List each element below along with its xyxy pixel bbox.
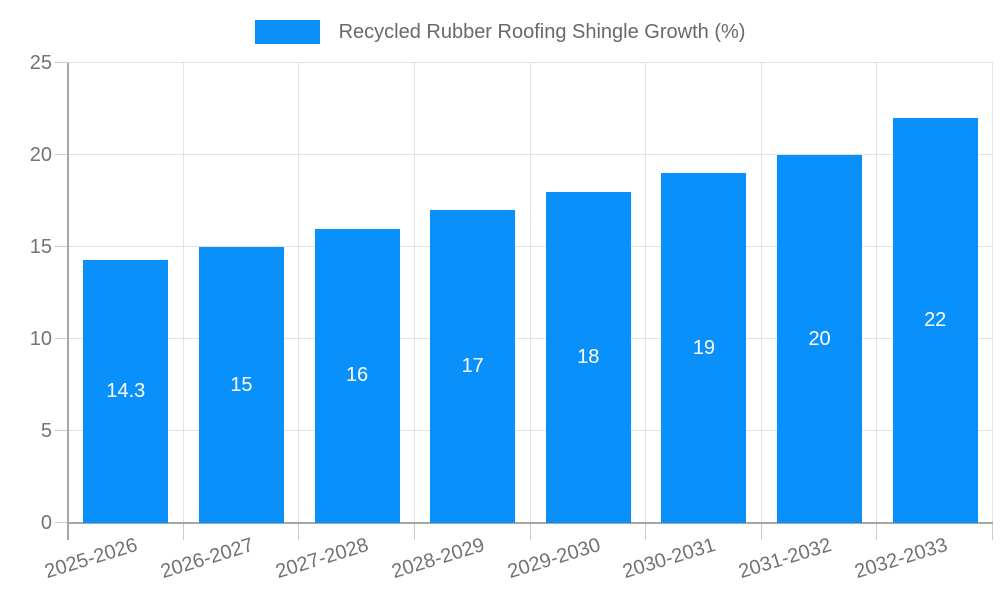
y-gridline xyxy=(68,62,993,63)
x-category-label: 2025-2026 xyxy=(42,534,141,584)
x-tick xyxy=(876,523,878,540)
bar-value-label: 17 xyxy=(461,355,484,378)
x-tick xyxy=(182,523,184,540)
legend-swatch xyxy=(254,20,320,44)
x-category-label: 2031-2032 xyxy=(736,534,834,584)
y-gridline xyxy=(68,338,993,339)
bar-value-label: 22 xyxy=(924,309,947,332)
x-category-label: 2026-2027 xyxy=(157,534,256,584)
y-tick-label: 10 xyxy=(29,328,52,350)
y-gridline xyxy=(68,430,993,431)
legend-label: Recycled Rubber Roofing Shingle Growth (… xyxy=(338,20,746,43)
y-tick xyxy=(55,338,68,339)
bar: 15 xyxy=(198,247,284,523)
y-tick xyxy=(55,62,68,63)
x-gridline xyxy=(760,63,762,523)
y-tick-label: 20 xyxy=(29,144,52,166)
y-tick-label: 0 xyxy=(40,512,52,534)
x-tick xyxy=(992,523,993,540)
bar: 22 xyxy=(892,118,978,523)
bar-value-label: 14.3 xyxy=(106,379,146,402)
bar: 19 xyxy=(661,173,747,523)
y-gridline xyxy=(68,246,993,247)
x-gridline xyxy=(413,63,415,523)
x-tick xyxy=(298,523,300,540)
bar-value-label: 16 xyxy=(345,364,369,387)
x-gridline xyxy=(645,63,647,523)
x-category-label: 2028-2029 xyxy=(389,534,488,584)
y-tick-label: 25 xyxy=(29,52,52,74)
x-tick xyxy=(760,523,762,540)
x-gridline xyxy=(182,63,184,523)
x-gridline xyxy=(992,63,993,523)
x-tick xyxy=(645,523,647,540)
bar-value-label: 15 xyxy=(230,373,253,396)
bar-value-label: 20 xyxy=(808,327,831,350)
x-gridline xyxy=(298,63,300,523)
bar: 17 xyxy=(430,210,516,523)
y-tick-label: 15 xyxy=(29,236,52,258)
y-gridline xyxy=(68,154,993,155)
y-tick xyxy=(55,430,68,431)
x-axis-line xyxy=(68,522,993,524)
x-category-label: 2029-2030 xyxy=(504,534,603,584)
bar-value-label: 19 xyxy=(692,336,716,359)
x-category-label: 2032-2033 xyxy=(851,534,950,584)
y-tick-label: 5 xyxy=(40,420,52,442)
bar: 20 xyxy=(777,155,863,523)
x-gridline xyxy=(876,63,878,523)
x-gridline xyxy=(529,63,531,523)
y-tick xyxy=(55,154,68,155)
y-tick xyxy=(55,522,68,523)
bar-value-label: 18 xyxy=(577,345,600,368)
legend[interactable]: Recycled Rubber Roofing Shingle Growth (… xyxy=(0,14,1000,50)
x-category-label: 2030-2031 xyxy=(620,534,719,584)
x-category-label: 2027-2028 xyxy=(273,534,372,584)
y-tick xyxy=(55,246,68,247)
y-axis-line xyxy=(67,63,69,540)
x-tick xyxy=(529,523,531,540)
bar: 18 xyxy=(545,191,631,523)
bar: 14.3 xyxy=(83,259,169,523)
bar: 16 xyxy=(314,228,400,523)
x-tick xyxy=(413,523,415,540)
